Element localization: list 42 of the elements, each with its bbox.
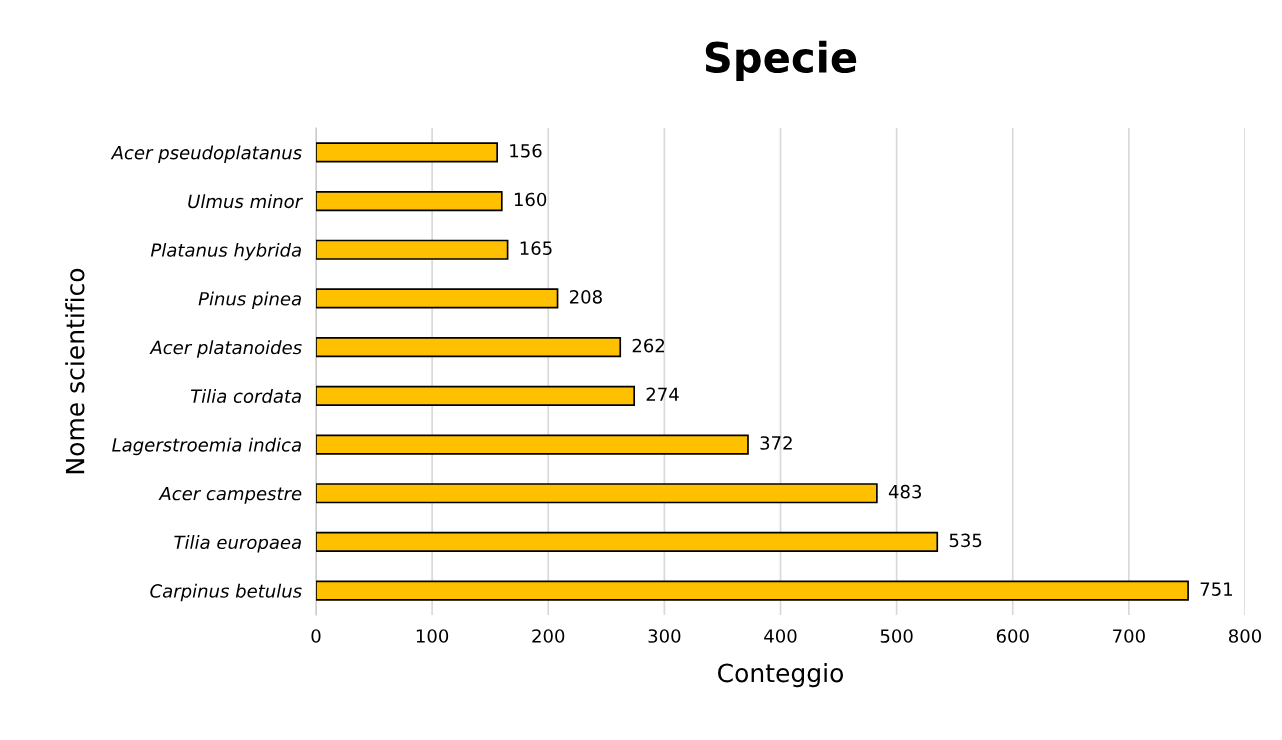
bar: [316, 239, 509, 260]
data-label: 751: [1200, 582, 1233, 596]
bar: [316, 288, 559, 309]
chart-title: Specie: [705, 40, 857, 82]
x-tick-label: 400: [764, 629, 797, 643]
bar: [316, 580, 1189, 601]
x-tick-label: 700: [1113, 629, 1145, 643]
data-label: 535: [949, 533, 982, 548]
y-tick-label: Lagerstroemia indica: [112, 437, 301, 456]
x-tick-label: 200: [532, 629, 565, 643]
bar: [316, 385, 636, 406]
y-tick-label: Platanus hybrida: [150, 242, 301, 261]
x-tick-label: 500: [880, 629, 913, 643]
bar: [316, 434, 749, 455]
bar: [316, 142, 498, 163]
x-tick-label: 300: [648, 629, 681, 643]
y-tick-label: Acer platanoides: [149, 340, 302, 358]
y-tick-label: Carpinus betulus: [150, 583, 302, 602]
data-label: 165: [520, 241, 552, 255]
data-label: 208: [569, 290, 602, 304]
y-tick-label: Tilia cordata: [190, 388, 301, 403]
x-tick-label: 0: [311, 629, 321, 643]
bar: [316, 531, 939, 553]
data-label: 483: [888, 484, 922, 499]
data-label: 274: [646, 387, 679, 401]
x-axis-title: Conteggio: [718, 663, 844, 688]
y-tick-label: Tilia europaea: [174, 535, 301, 553]
y-tick-label: Acer pseudoplatanus: [110, 145, 302, 163]
x-tick-label: 600: [996, 629, 1029, 643]
x-tick-label: 800: [1228, 629, 1262, 643]
y-tick-label: Pinus pinea: [198, 291, 301, 310]
data-label: 262: [632, 338, 665, 353]
y-tick-label: Ulmus minor: [188, 194, 304, 209]
data-label: 372: [760, 436, 792, 450]
bar: [316, 337, 622, 358]
bar: [316, 190, 503, 212]
data-label: 156: [510, 143, 542, 158]
bar: [316, 483, 878, 504]
y-tick-label: Acer campestre: [158, 486, 302, 504]
y-axis-title: Nome scientifico: [65, 268, 85, 474]
data-label: 160: [514, 192, 547, 207]
x-tick-label: 100: [416, 629, 449, 643]
